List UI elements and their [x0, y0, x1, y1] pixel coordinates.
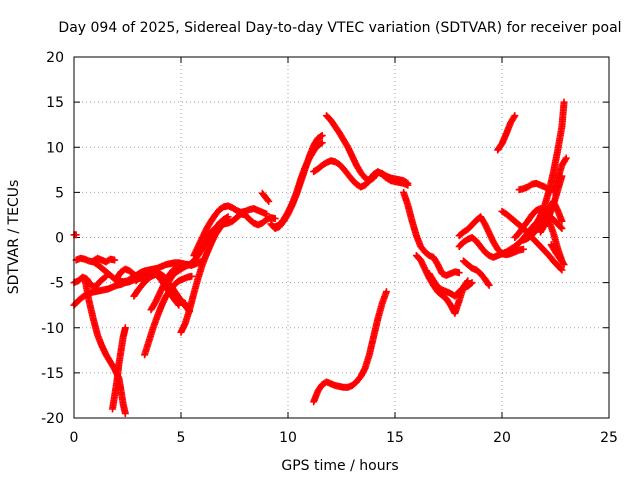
y-tick-label: 10: [46, 140, 64, 156]
data-points: [70, 98, 570, 417]
x-tick-label: 10: [279, 430, 297, 446]
x-tick-label: 0: [70, 430, 79, 446]
y-tick-label: 5: [55, 185, 64, 201]
axis-ticks: 0 5 10 15 20 25 -20 -15 -10 -5 0 5 10 15 20: [41, 50, 618, 446]
x-tick-label: 20: [493, 430, 511, 446]
data-point: [174, 300, 182, 308]
y-tick-label: 0: [55, 231, 64, 247]
data-point: [271, 215, 279, 223]
x-tick-label: 15: [386, 430, 404, 446]
data-point: [111, 256, 119, 264]
data-point: [264, 196, 272, 204]
y-tick-label: -15: [41, 366, 64, 382]
y-tick-label: 20: [46, 50, 64, 66]
y-tick-label: -10: [41, 321, 64, 337]
grid-lines: [74, 57, 609, 418]
x-axis-label: GPS time / hours: [281, 458, 398, 474]
y-axis-label: SDTVAR / TECUs: [6, 180, 22, 295]
y-tick-label: -5: [50, 276, 64, 292]
data-point: [121, 324, 129, 332]
data-point: [265, 197, 273, 205]
chart-title: Day 094 of 2025, Sidereal Day-to-day VTE…: [58, 20, 621, 36]
x-tick-label: 5: [177, 430, 186, 446]
x-tick-label: 25: [600, 430, 618, 446]
data-point: [188, 272, 196, 280]
data-point: [175, 301, 183, 309]
y-tick-label: 15: [46, 95, 64, 111]
data-point: [121, 409, 129, 417]
y-tick-label: -20: [41, 411, 64, 427]
data-point: [101, 273, 109, 281]
